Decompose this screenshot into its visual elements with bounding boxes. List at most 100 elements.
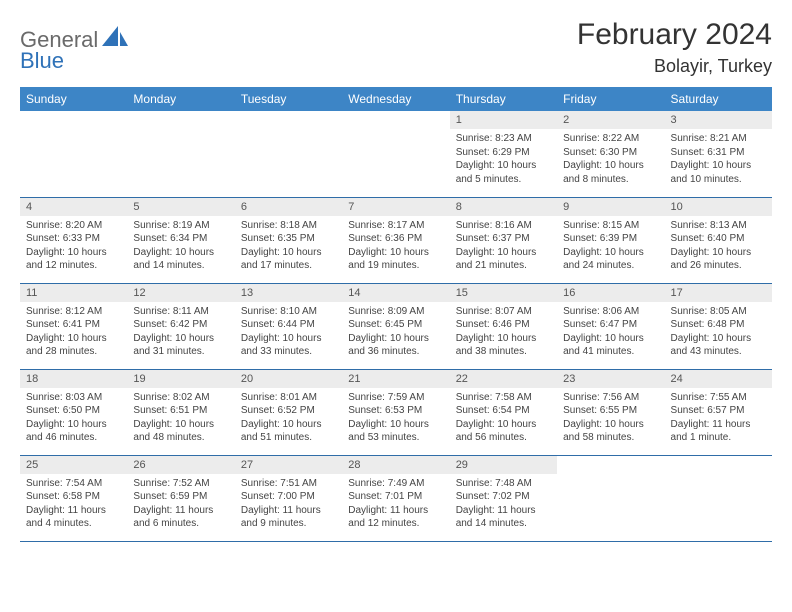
day-number: 13 xyxy=(235,284,342,302)
calendar-cell-empty xyxy=(557,455,664,541)
calendar-cell: 7Sunrise: 8:17 AMSunset: 6:36 PMDaylight… xyxy=(342,197,449,283)
calendar-cell-empty xyxy=(235,111,342,197)
weekday-header: Sunday xyxy=(20,87,127,111)
day-number: 10 xyxy=(665,198,772,216)
day-content: Sunrise: 8:05 AMSunset: 6:48 PMDaylight:… xyxy=(665,302,772,364)
calendar-row: 4Sunrise: 8:20 AMSunset: 6:33 PMDaylight… xyxy=(20,197,772,283)
day-content: Sunrise: 8:18 AMSunset: 6:35 PMDaylight:… xyxy=(235,216,342,278)
day-content: Sunrise: 8:07 AMSunset: 6:46 PMDaylight:… xyxy=(450,302,557,364)
day-content: Sunrise: 8:10 AMSunset: 6:44 PMDaylight:… xyxy=(235,302,342,364)
month-title: February 2024 xyxy=(577,18,772,52)
day-number: 11 xyxy=(20,284,127,302)
day-number: 14 xyxy=(342,284,449,302)
day-number: 4 xyxy=(20,198,127,216)
calendar-cell: 8Sunrise: 8:16 AMSunset: 6:37 PMDaylight… xyxy=(450,197,557,283)
logo-sail-icon xyxy=(102,26,128,53)
location: Bolayir, Turkey xyxy=(577,56,772,77)
day-content: Sunrise: 8:19 AMSunset: 6:34 PMDaylight:… xyxy=(127,216,234,278)
calendar-row: 25Sunrise: 7:54 AMSunset: 6:58 PMDayligh… xyxy=(20,455,772,541)
day-number: 25 xyxy=(20,456,127,474)
day-content: Sunrise: 7:59 AMSunset: 6:53 PMDaylight:… xyxy=(342,388,449,450)
weekday-header: Tuesday xyxy=(235,87,342,111)
calendar-row: 1Sunrise: 8:23 AMSunset: 6:29 PMDaylight… xyxy=(20,111,772,197)
day-number: 29 xyxy=(450,456,557,474)
day-content: Sunrise: 8:01 AMSunset: 6:52 PMDaylight:… xyxy=(235,388,342,450)
day-content: Sunrise: 8:06 AMSunset: 6:47 PMDaylight:… xyxy=(557,302,664,364)
calendar-cell-empty xyxy=(665,455,772,541)
calendar-cell-empty xyxy=(342,111,449,197)
calendar-cell: 2Sunrise: 8:22 AMSunset: 6:30 PMDaylight… xyxy=(557,111,664,197)
calendar-cell: 5Sunrise: 8:19 AMSunset: 6:34 PMDaylight… xyxy=(127,197,234,283)
calendar-cell: 21Sunrise: 7:59 AMSunset: 6:53 PMDayligh… xyxy=(342,369,449,455)
calendar-cell: 27Sunrise: 7:51 AMSunset: 7:00 PMDayligh… xyxy=(235,455,342,541)
day-number: 2 xyxy=(557,111,664,129)
calendar-cell: 13Sunrise: 8:10 AMSunset: 6:44 PMDayligh… xyxy=(235,283,342,369)
logo-text-blue-wrap: Blue xyxy=(20,48,64,74)
day-number: 5 xyxy=(127,198,234,216)
day-content: Sunrise: 8:22 AMSunset: 6:30 PMDaylight:… xyxy=(557,129,664,191)
calendar-cell: 28Sunrise: 7:49 AMSunset: 7:01 PMDayligh… xyxy=(342,455,449,541)
calendar-cell: 29Sunrise: 7:48 AMSunset: 7:02 PMDayligh… xyxy=(450,455,557,541)
day-number: 17 xyxy=(665,284,772,302)
calendar-cell: 11Sunrise: 8:12 AMSunset: 6:41 PMDayligh… xyxy=(20,283,127,369)
weekday-header: Friday xyxy=(557,87,664,111)
day-number: 21 xyxy=(342,370,449,388)
day-content: Sunrise: 8:02 AMSunset: 6:51 PMDaylight:… xyxy=(127,388,234,450)
weekday-header-row: SundayMondayTuesdayWednesdayThursdayFrid… xyxy=(20,87,772,111)
day-number: 20 xyxy=(235,370,342,388)
day-number: 19 xyxy=(127,370,234,388)
day-number: 23 xyxy=(557,370,664,388)
day-content: Sunrise: 8:15 AMSunset: 6:39 PMDaylight:… xyxy=(557,216,664,278)
day-content: Sunrise: 7:48 AMSunset: 7:02 PMDaylight:… xyxy=(450,474,557,536)
calendar-cell: 25Sunrise: 7:54 AMSunset: 6:58 PMDayligh… xyxy=(20,455,127,541)
weekday-header: Thursday xyxy=(450,87,557,111)
calendar-row: 18Sunrise: 8:03 AMSunset: 6:50 PMDayligh… xyxy=(20,369,772,455)
calendar-cell: 16Sunrise: 8:06 AMSunset: 6:47 PMDayligh… xyxy=(557,283,664,369)
calendar-cell: 3Sunrise: 8:21 AMSunset: 6:31 PMDaylight… xyxy=(665,111,772,197)
day-number: 16 xyxy=(557,284,664,302)
calendar-cell: 1Sunrise: 8:23 AMSunset: 6:29 PMDaylight… xyxy=(450,111,557,197)
day-content: Sunrise: 8:09 AMSunset: 6:45 PMDaylight:… xyxy=(342,302,449,364)
day-number: 27 xyxy=(235,456,342,474)
day-content: Sunrise: 8:21 AMSunset: 6:31 PMDaylight:… xyxy=(665,129,772,191)
calendar-cell: 18Sunrise: 8:03 AMSunset: 6:50 PMDayligh… xyxy=(20,369,127,455)
day-content: Sunrise: 8:11 AMSunset: 6:42 PMDaylight:… xyxy=(127,302,234,364)
calendar-cell: 9Sunrise: 8:15 AMSunset: 6:39 PMDaylight… xyxy=(557,197,664,283)
day-number: 3 xyxy=(665,111,772,129)
day-number: 6 xyxy=(235,198,342,216)
day-number: 8 xyxy=(450,198,557,216)
calendar-row: 11Sunrise: 8:12 AMSunset: 6:41 PMDayligh… xyxy=(20,283,772,369)
calendar-cell: 20Sunrise: 8:01 AMSunset: 6:52 PMDayligh… xyxy=(235,369,342,455)
day-content: Sunrise: 8:13 AMSunset: 6:40 PMDaylight:… xyxy=(665,216,772,278)
calendar-cell: 12Sunrise: 8:11 AMSunset: 6:42 PMDayligh… xyxy=(127,283,234,369)
day-content: Sunrise: 7:55 AMSunset: 6:57 PMDaylight:… xyxy=(665,388,772,450)
calendar-cell: 14Sunrise: 8:09 AMSunset: 6:45 PMDayligh… xyxy=(342,283,449,369)
day-content: Sunrise: 7:51 AMSunset: 7:00 PMDaylight:… xyxy=(235,474,342,536)
calendar-cell: 15Sunrise: 8:07 AMSunset: 6:46 PMDayligh… xyxy=(450,283,557,369)
day-number: 26 xyxy=(127,456,234,474)
day-content: Sunrise: 7:56 AMSunset: 6:55 PMDaylight:… xyxy=(557,388,664,450)
day-number: 15 xyxy=(450,284,557,302)
calendar-cell-empty xyxy=(127,111,234,197)
logo-text-blue: Blue xyxy=(20,48,64,73)
day-content: Sunrise: 7:49 AMSunset: 7:01 PMDaylight:… xyxy=(342,474,449,536)
day-content: Sunrise: 8:03 AMSunset: 6:50 PMDaylight:… xyxy=(20,388,127,450)
day-content: Sunrise: 8:23 AMSunset: 6:29 PMDaylight:… xyxy=(450,129,557,191)
calendar-cell: 17Sunrise: 8:05 AMSunset: 6:48 PMDayligh… xyxy=(665,283,772,369)
calendar-cell: 24Sunrise: 7:55 AMSunset: 6:57 PMDayligh… xyxy=(665,369,772,455)
day-content: Sunrise: 7:58 AMSunset: 6:54 PMDaylight:… xyxy=(450,388,557,450)
day-number: 7 xyxy=(342,198,449,216)
calendar-cell: 26Sunrise: 7:52 AMSunset: 6:59 PMDayligh… xyxy=(127,455,234,541)
weekday-header: Saturday xyxy=(665,87,772,111)
day-content: Sunrise: 7:54 AMSunset: 6:58 PMDaylight:… xyxy=(20,474,127,536)
calendar-cell: 4Sunrise: 8:20 AMSunset: 6:33 PMDaylight… xyxy=(20,197,127,283)
header: General February 2024 Bolayir, Turkey xyxy=(20,18,772,77)
weekday-header: Monday xyxy=(127,87,234,111)
title-block: February 2024 Bolayir, Turkey xyxy=(577,18,772,77)
day-number: 1 xyxy=(450,111,557,129)
calendar-cell: 23Sunrise: 7:56 AMSunset: 6:55 PMDayligh… xyxy=(557,369,664,455)
day-number: 24 xyxy=(665,370,772,388)
calendar-cell: 6Sunrise: 8:18 AMSunset: 6:35 PMDaylight… xyxy=(235,197,342,283)
day-number: 18 xyxy=(20,370,127,388)
day-content: Sunrise: 7:52 AMSunset: 6:59 PMDaylight:… xyxy=(127,474,234,536)
